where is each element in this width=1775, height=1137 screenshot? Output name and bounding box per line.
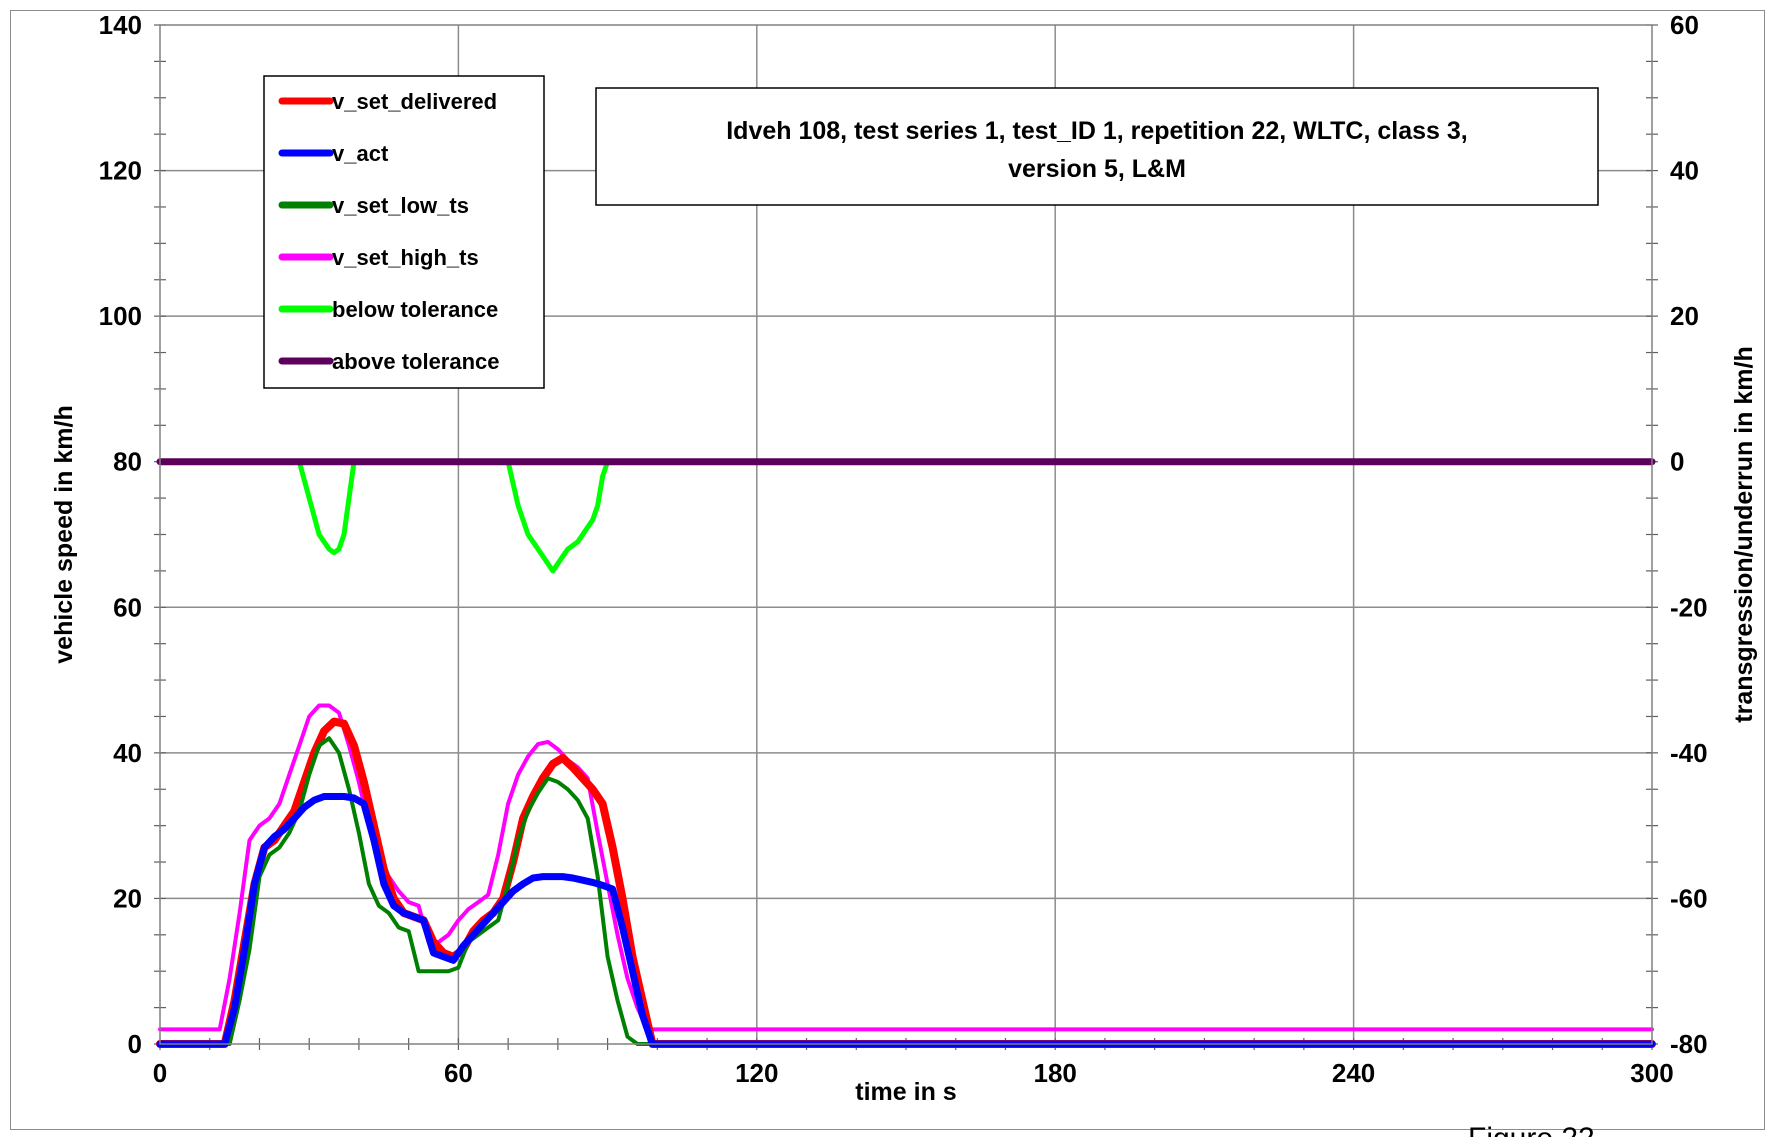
y2-tick-label: 0 — [1670, 447, 1684, 477]
series-line-v-act — [156, 793, 1656, 1048]
y-tick-label: 40 — [113, 738, 142, 768]
legend-box — [263, 75, 545, 389]
legend-label: v_set_low_ts — [332, 193, 469, 218]
x-axis-label: time in s — [855, 1078, 956, 1106]
plot-border — [159, 24, 1653, 1045]
y2-tick-label: 20 — [1670, 301, 1699, 331]
y-tick-label: 120 — [99, 156, 142, 186]
y2-tick-label: -40 — [1670, 738, 1708, 768]
y-tick-label: 140 — [99, 10, 142, 40]
y-axis-label: vehicle speed in km/h — [50, 405, 78, 663]
x-tick-label: 180 — [1034, 1058, 1077, 1088]
legend-label: above tolerance — [332, 349, 500, 374]
x-tick-label: 240 — [1332, 1058, 1375, 1088]
chart-frame — [10, 10, 1765, 1130]
y2-tick-label: 60 — [1670, 10, 1699, 40]
series-line-below-tolerance — [157, 459, 1655, 574]
y2-tick-label: -20 — [1670, 592, 1708, 622]
chart-title-line-1: Idveh 108, test series 1, test_ID 1, rep… — [726, 117, 1468, 145]
y2-tick-label: 40 — [1670, 156, 1699, 186]
legend-label: v_set_delivered — [332, 89, 497, 114]
legend-label: below tolerance — [332, 297, 498, 322]
chart-title-line-2: version 5, L&M — [1008, 155, 1186, 183]
y-tick-label: 80 — [113, 447, 142, 477]
y2-axis-label: transgression/underrun in km/h — [1730, 346, 1758, 722]
legend-label: v_act — [332, 141, 389, 166]
chart-title-box: Idveh 108, test series 1, test_ID 1, rep… — [595, 87, 1599, 206]
x-tick-label: 60 — [444, 1058, 473, 1088]
y-tick-label: 60 — [113, 592, 142, 622]
legend-label: v_set_high_ts — [332, 245, 479, 270]
y2-tick-label: -80 — [1670, 1029, 1708, 1059]
x-tick-label: 0 — [153, 1058, 167, 1088]
y2-tick-label: -60 — [1670, 883, 1708, 913]
legend: v_set_delivered v_act v_set_low_ts v_set_hi… — [263, 75, 545, 389]
y-tick-label: 100 — [99, 301, 142, 331]
y-tick-label: 20 — [113, 883, 142, 913]
series-layer — [156, 458, 1656, 1048]
title-box — [595, 87, 1599, 206]
y-tick-label: 0 — [128, 1029, 142, 1059]
x-tick-label: 120 — [735, 1058, 778, 1088]
figure-caption: Figure 22 — [1468, 1122, 1595, 1137]
x-tick-label: 300 — [1630, 1058, 1673, 1088]
